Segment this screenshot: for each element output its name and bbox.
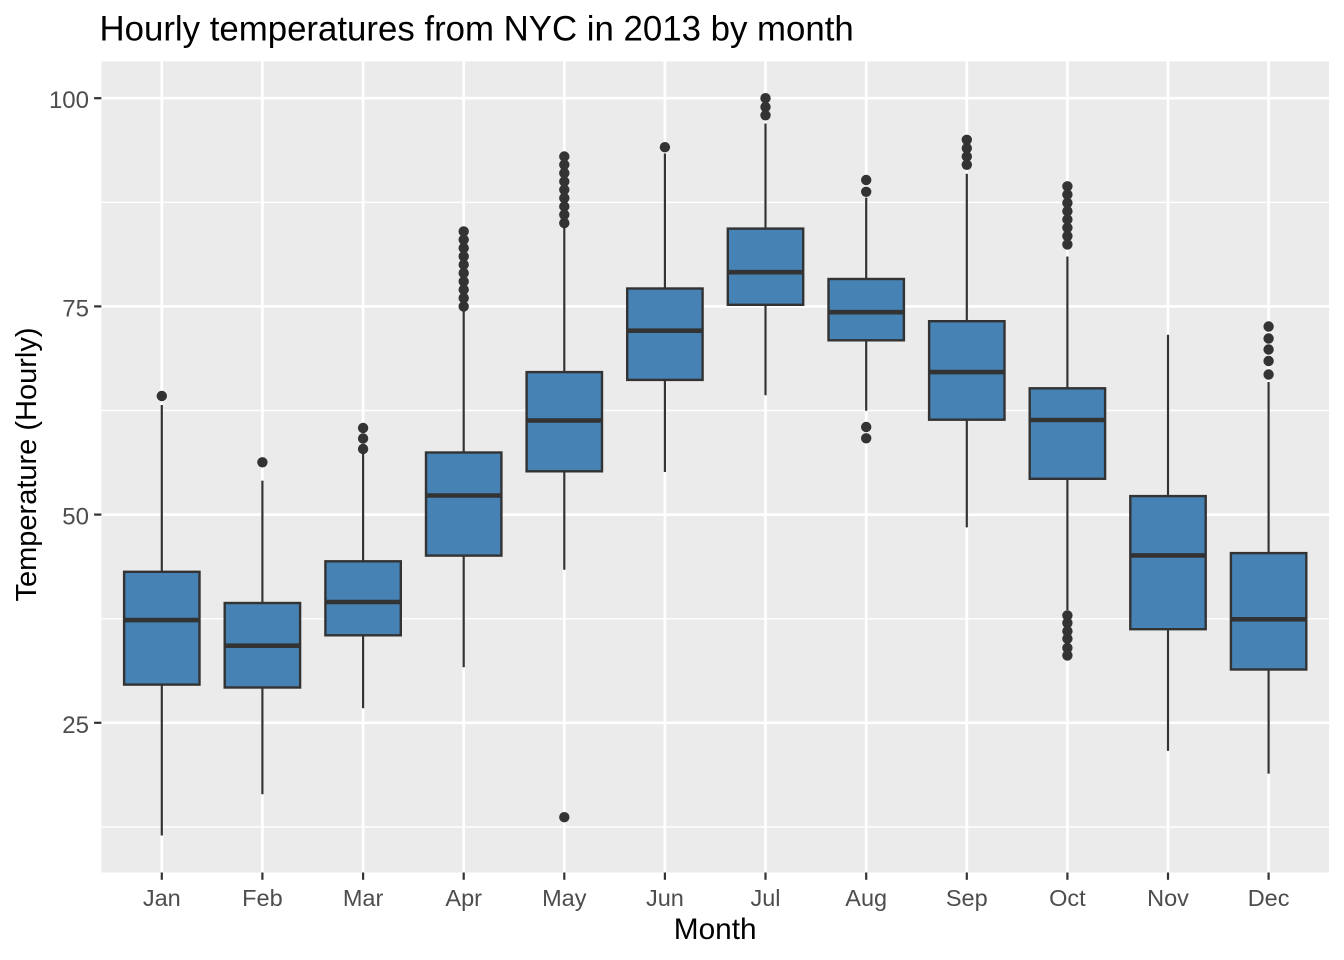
svg-text:100: 100	[49, 87, 89, 114]
svg-text:Temperature (Hourly): Temperature (Hourly)	[11, 328, 43, 602]
svg-text:Month: Month	[674, 913, 757, 946]
svg-text:Jan: Jan	[143, 885, 181, 911]
svg-text:Sep: Sep	[946, 885, 988, 911]
svg-text:75: 75	[62, 295, 89, 322]
svg-text:Dec: Dec	[1248, 885, 1290, 911]
svg-text:Oct: Oct	[1049, 885, 1086, 911]
svg-text:25: 25	[62, 712, 89, 739]
svg-text:Mar: Mar	[343, 885, 384, 911]
svg-text:Nov: Nov	[1147, 885, 1189, 911]
svg-text:Jun: Jun	[646, 885, 684, 911]
svg-text:50: 50	[62, 504, 89, 531]
svg-text:Aug: Aug	[845, 885, 887, 911]
svg-text:Feb: Feb	[242, 885, 283, 911]
svg-text:May: May	[542, 885, 587, 911]
svg-text:Jul: Jul	[750, 885, 780, 911]
svg-text:Hourly temperatures from NYC i: Hourly temperatures from NYC in 2013 by …	[100, 9, 854, 48]
svg-text:Apr: Apr	[445, 885, 482, 911]
